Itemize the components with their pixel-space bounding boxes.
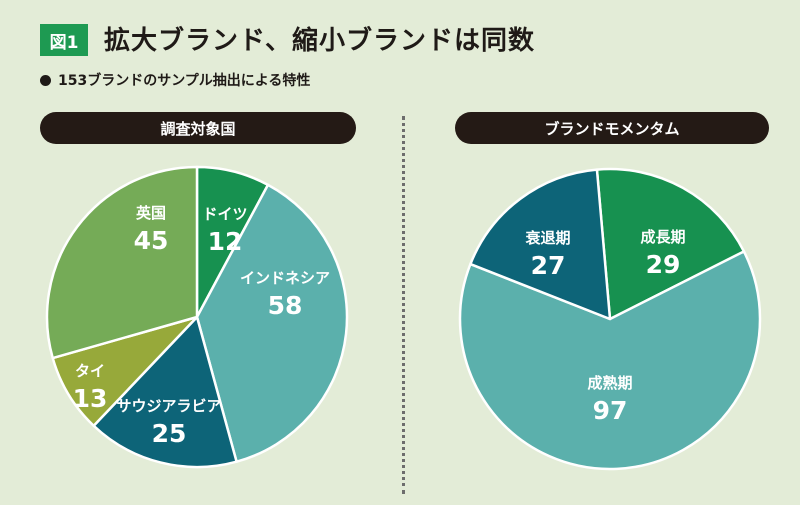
pie2-slice-2-label: 衰退期 [524, 229, 570, 247]
pie2-slice-2-value: 27 [531, 251, 566, 280]
pie1-slice-1-value: 58 [268, 291, 303, 320]
pie2-slice-0 [595, 167, 746, 321]
pie1-slice-1-label: インドネシア [240, 269, 330, 287]
pie1-slice-2-label: サウジアラビア [116, 397, 221, 415]
pie1-slice-2-value: 25 [152, 419, 187, 448]
pie2-slice-1-value: 97 [593, 396, 628, 425]
pie-title-countries: 調査対象国 [40, 112, 356, 144]
pie1-slice-4-value: 45 [134, 226, 169, 255]
pie1-slice-0-value: 12 [208, 227, 243, 256]
pie2-slice-0-label: 成長期 [640, 228, 685, 246]
subtitle-text: 153ブランドのサンプル抽出による特性 [58, 73, 311, 89]
pie1-slice-0-label: ドイツ [202, 205, 247, 223]
divider [402, 116, 405, 494]
pie2-slice-1-label: 成熟期 [587, 374, 632, 392]
pie1-slice-3-value: 13 [73, 384, 108, 413]
figure-badge: 図1 [40, 24, 88, 56]
chart-title: 拡大ブランド、縮小ブランドは同数 [104, 26, 535, 56]
pie2-slice-2 [469, 168, 612, 321]
pie1-slice-4-label: 英国 [136, 204, 166, 222]
pie2-slice-1 [458, 250, 762, 471]
bullet-icon [40, 74, 51, 86]
pie2-slice-0-value: 29 [646, 250, 681, 279]
pie1-slice-3-label: タイ [75, 362, 105, 380]
pie1-slice-2 [92, 315, 238, 469]
pie1-slice-1 [195, 183, 349, 463]
chart-subtitle: 153ブランドのサンプル抽出による特性 [40, 70, 310, 90]
pie1-slice-4 [45, 165, 199, 360]
pie-title-momentum: ブランドモメンタム [455, 112, 769, 144]
